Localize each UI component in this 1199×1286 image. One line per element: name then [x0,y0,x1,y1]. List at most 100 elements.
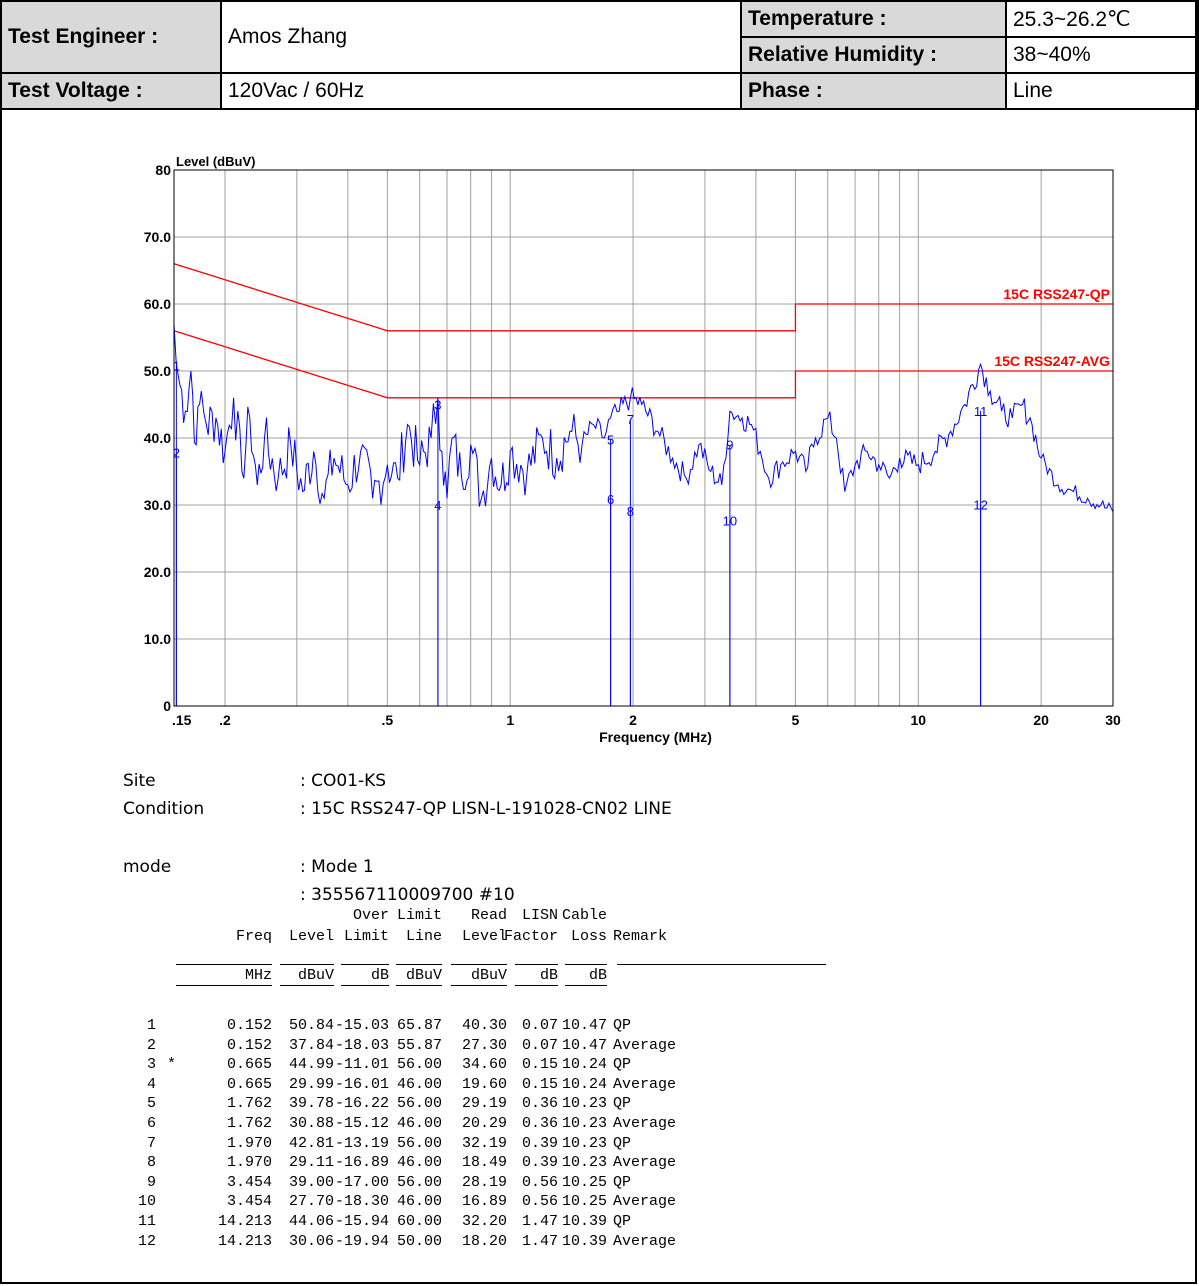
table-cell: 1.762 [226,1115,272,1132]
table-cell-remark: Average [613,1115,677,1132]
table-cell: 10.23 [561,1134,607,1152]
table-header-top: LISN [521,907,558,924]
x-tick-label: 10 [911,712,927,728]
table-cell: 50.84 [288,1017,334,1034]
table-cell: 10.47 [561,1036,607,1054]
table-separator [396,985,442,986]
y-tick-label: 60.0 [144,296,171,312]
table-cell: 0.665 [226,1056,272,1074]
table-cell: 14.213 [217,1213,272,1230]
table-cell: 0.39 [521,1134,558,1152]
table-cell: 29.19 [461,1095,507,1113]
mode-label: mode [123,857,172,877]
table-header-top: Read [470,907,507,924]
y-tick-label: 0 [163,698,171,714]
table-cell: -18.30 [334,1193,389,1211]
y-tick-labels: 0 10.0 20.0 30.0 40.0 50.0 60.0 70.0 80 [144,162,171,714]
table-header: Line [405,928,442,945]
y-tick-label: 50.0 [144,363,171,379]
table-cell: 32.20 [461,1213,507,1230]
x-axis-label: Frequency (MHz) [599,729,712,745]
table-separator [451,964,507,965]
table-cell: 34.60 [461,1056,507,1074]
plot-frame [173,169,1114,707]
y-tick-label: 70.0 [144,229,171,245]
table-separator [617,964,826,965]
table-header: Freq [235,928,272,945]
table-header: Factor [503,928,558,945]
table-cell: 60.00 [396,1213,442,1230]
table-cell: 0.152 [226,1036,272,1054]
table-cell-remark: Average [613,1036,677,1054]
table-cell: -19.94 [334,1232,389,1250]
limit-line-labels: 15C RSS247-QP 15C RSS247-AVG [994,286,1110,369]
table-cell: 10.23 [561,1154,607,1172]
humidity-label: Relative Humidity : [740,36,1007,74]
marker-label: 11 [974,404,988,419]
y-tick-label: 40.0 [144,430,171,446]
table-cell: -13.19 [334,1134,389,1152]
chart-markers [175,365,982,706]
limit-line-label: 15C RSS247-QP [1003,286,1110,302]
table-cell: 46.00 [396,1075,442,1093]
x-tick-label: 20 [1033,712,1049,728]
table-cell: 1.762 [226,1095,272,1113]
x-tick-label: .2 [219,712,231,728]
table-separator [565,985,607,986]
condition-value: : 15C RSS247-QP LISN-L-191028-CN02 LINE [300,799,672,819]
table-cell: -18.03 [334,1036,389,1054]
marker-label: 8 [627,504,634,519]
table-cell: 46.00 [396,1193,442,1211]
table-header: Loss [570,928,607,945]
marker-label: 2 [173,445,180,460]
table-cell: 39.00 [288,1173,334,1191]
table-cell: 10.25 [561,1193,607,1211]
x-tick-label: .5 [382,712,394,728]
y-tick-label: 80 [155,162,171,178]
limit-line-label: 15C RSS247-AVG [994,353,1110,369]
table-cell: 10.24 [561,1056,607,1074]
site-value: : CO01-KS [300,771,387,791]
table-separator [451,985,507,986]
table-unit: MHz [244,967,272,984]
table-cell: 0.07 [521,1017,558,1034]
table-separator [396,964,442,965]
x-tick-label: 1 [506,712,514,728]
table-cell: 1.970 [226,1154,272,1172]
table-cell: 20.29 [461,1115,507,1132]
table-cell: 42.81 [288,1134,334,1152]
phase-value: Line [1005,72,1199,110]
marker-label: 12 [973,498,987,513]
table-cell: 0.56 [521,1193,558,1211]
table-cell: 0.15 [521,1075,558,1093]
table-cell: 10.39 [561,1232,607,1250]
table-cell: 10.23 [561,1115,607,1132]
test-conditions-table: Test Engineer : Amos Zhang Temperature :… [0,0,1199,110]
table-cell: 0.39 [521,1154,558,1172]
marker-label: 3 [434,398,441,413]
row-number: 3 [146,1056,156,1074]
table-cell: -16.01 [334,1075,389,1093]
table-cell: 0.152 [226,1017,272,1034]
row-number: 5 [146,1095,156,1113]
table-cell: 29.99 [288,1075,334,1093]
table-cell: 27.30 [461,1036,507,1054]
temperature-value: 25.3~26.2℃ [1005,0,1199,38]
table-cell: 0.56 [521,1173,558,1191]
table-separator [280,964,334,965]
row-number: 12 [137,1232,156,1250]
y-tick-label: 10.0 [144,631,171,647]
row-number: 9 [146,1173,156,1191]
voltage-value: 120Vac / 60Hz [220,72,742,110]
table-cell: 44.99 [288,1056,334,1074]
table-cell: 27.70 [288,1193,334,1211]
table-unit: dB [370,967,389,984]
table-cell: 46.00 [396,1154,442,1172]
x-tick-label: 5 [792,712,800,728]
table-cell: 56.00 [396,1134,442,1152]
row-worst-case-mark: * [167,1056,177,1074]
table-cell: -16.22 [334,1095,389,1113]
table-header-top: Over [352,907,389,924]
row-number: 10 [137,1193,156,1211]
